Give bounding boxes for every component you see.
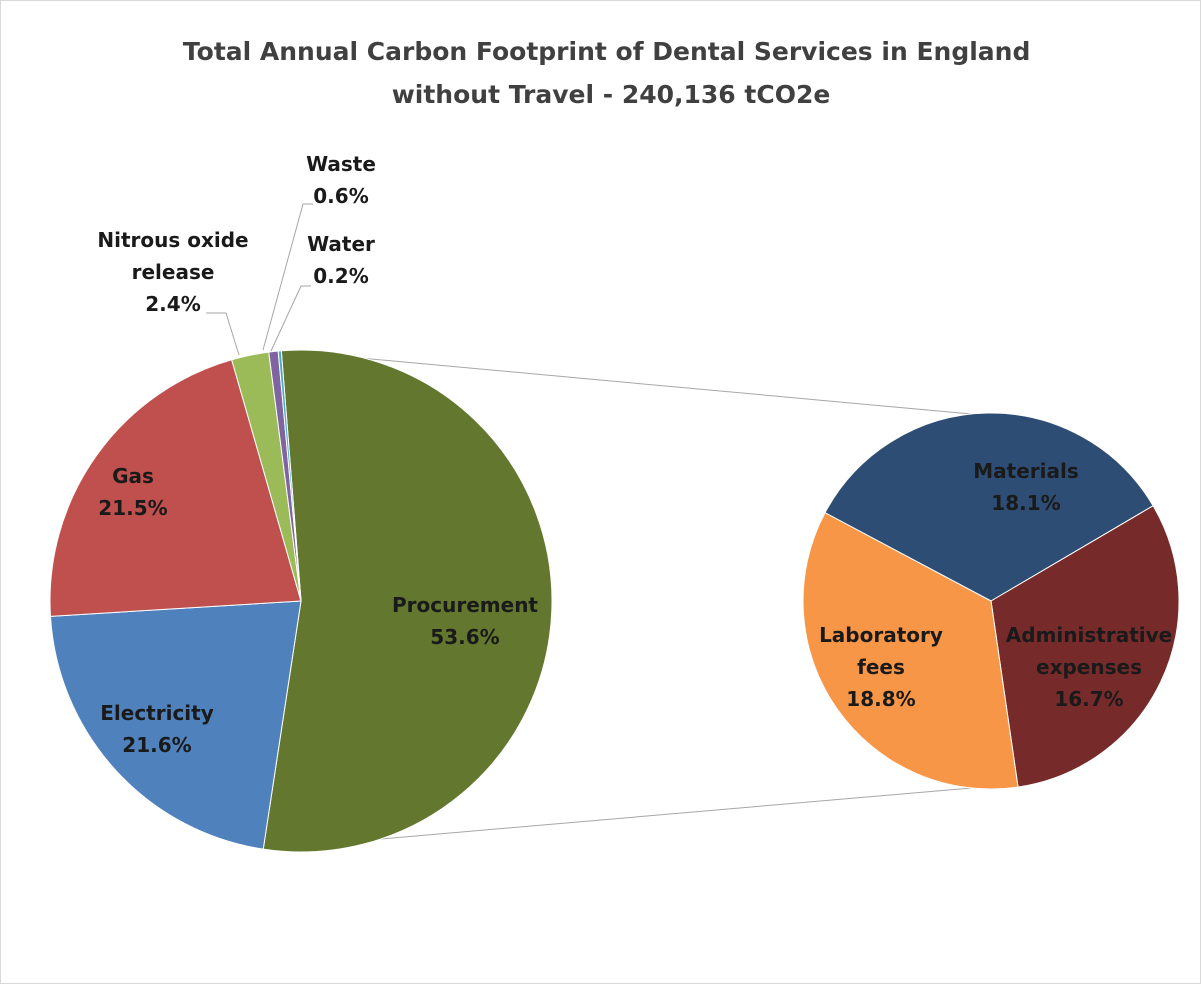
label-value-nitrous-oxide-release: 2.4% bbox=[145, 292, 200, 316]
label-value-laboratory-fees: 18.8% bbox=[846, 687, 915, 711]
leader-line-water bbox=[270, 285, 311, 352]
secondary-pie bbox=[802, 412, 1180, 790]
slice-laboratory-fees bbox=[802, 512, 1019, 790]
label-name-procurement: Procurement bbox=[392, 593, 538, 617]
data-label-materials: Materials 18.1% bbox=[973, 459, 1079, 515]
label-value-waste: 0.6% bbox=[313, 184, 368, 208]
leader-line-waste bbox=[262, 203, 313, 351]
label-value-electricity: 21.6% bbox=[122, 733, 191, 757]
label-value-administrative-expenses: 16.7% bbox=[1054, 687, 1123, 711]
leader-lines bbox=[206, 203, 313, 356]
label-value-gas: 21.5% bbox=[98, 496, 167, 520]
slice-water bbox=[277, 350, 302, 602]
label-name-waste: Waste bbox=[306, 152, 376, 176]
data-label-administrative-expenses: Administrative expenses 16.7% bbox=[1006, 623, 1172, 711]
label-name-nitrous-oxide-release: Nitrous oxide bbox=[97, 228, 248, 252]
chart-title: Total Annual Carbon Footprint of Dental … bbox=[183, 37, 1039, 109]
label-name-nitrous-oxide-release: release bbox=[132, 260, 215, 284]
label-name-electricity: Electricity bbox=[100, 701, 214, 725]
data-label-electricity: Electricity 21.6% bbox=[100, 701, 214, 757]
slice-administrative-expenses bbox=[990, 505, 1180, 788]
main-pie bbox=[49, 349, 553, 853]
label-name-water: Water bbox=[307, 232, 375, 256]
slice-materials bbox=[824, 412, 1154, 602]
data-label-gas: Gas 21.5% bbox=[98, 464, 167, 520]
data-label-water: Water 0.2% bbox=[307, 232, 375, 288]
slice-electricity bbox=[49, 600, 302, 850]
data-label-waste: Waste 0.6% bbox=[306, 152, 376, 208]
label-value-materials: 18.1% bbox=[991, 491, 1060, 515]
label-name-materials: Materials bbox=[973, 459, 1079, 483]
data-label-nitrous-oxide-release: Nitrous oxide release 2.4% bbox=[97, 228, 248, 316]
chart-title-line-1: Total Annual Carbon Footprint of Dental … bbox=[183, 37, 1030, 66]
data-label-procurement: Procurement 53.6% bbox=[392, 593, 538, 649]
data-labels: Procurement 53.6% Electricity 21.6% Gas 21.5%… bbox=[97, 152, 1172, 757]
label-name-gas: Gas bbox=[112, 464, 154, 488]
label-value-water: 0.2% bbox=[313, 264, 368, 288]
label-name-laboratory-fees: fees bbox=[857, 655, 905, 679]
slice-procurement bbox=[262, 349, 553, 853]
label-name-administrative-expenses: expenses bbox=[1036, 655, 1142, 679]
leader-line-nitrous-oxide-release bbox=[206, 312, 240, 356]
connector-line-top bbox=[281, 350, 972, 415]
chart-title-line-2: without Travel - 240,136 tCO2e bbox=[392, 80, 831, 109]
slice-gas bbox=[49, 359, 302, 617]
label-name-administrative-expenses: Administrative bbox=[1006, 623, 1172, 647]
label-name-laboratory-fees: Laboratory bbox=[819, 623, 943, 647]
data-label-laboratory-fees: Laboratory fees 18.8% bbox=[819, 623, 943, 711]
label-value-procurement: 53.6% bbox=[430, 625, 499, 649]
